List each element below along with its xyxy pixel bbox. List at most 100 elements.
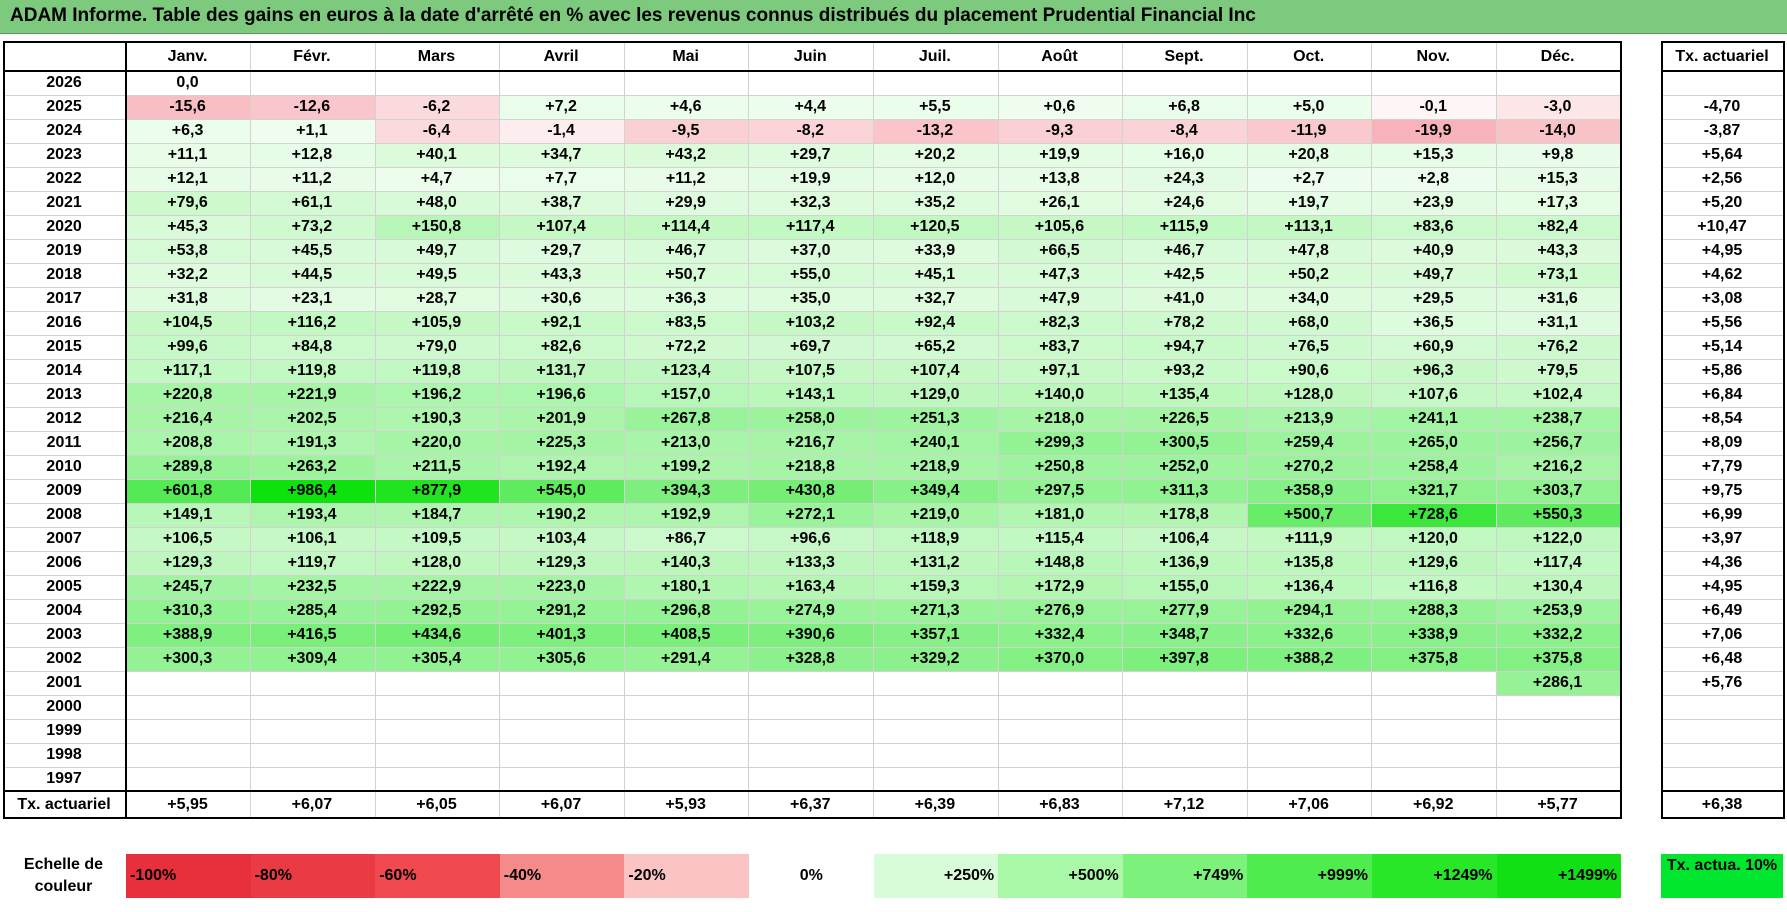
gain-cell: +211,5	[374, 454, 501, 480]
month-header: Nov.	[1371, 41, 1498, 72]
gain-cell	[374, 670, 501, 696]
actuarial-row: +7,79	[1662, 454, 1784, 480]
gain-cell: +20,8	[1246, 142, 1373, 168]
gain-cell: +46,7	[1122, 238, 1248, 264]
table-row: 2025 -15,6 -12,6 -6,2 +7,2 +4,6 +4,4 +5,5 +0,6 +6…	[3, 94, 1622, 120]
actuarial-row: +5,76	[1662, 670, 1784, 696]
gain-cell: +140,3	[623, 550, 750, 576]
color-scale-swatch: -40%	[499, 854, 625, 898]
gain-cell: +61,1	[250, 190, 376, 216]
gain-cell: +103,4	[499, 526, 625, 552]
gain-cell	[1371, 670, 1498, 696]
year-cell: 2014	[3, 358, 127, 384]
month-header: Juin	[748, 41, 875, 72]
month-header: Juil.	[873, 41, 999, 72]
gain-cell: +73,1	[1496, 262, 1622, 288]
title-bar: ADAM Informe. Table des gains en euros à…	[0, 0, 1787, 34]
gain-cell: +128,0	[374, 550, 501, 576]
gain-cell: +115,4	[997, 526, 1124, 552]
gain-cell: +29,5	[1371, 286, 1498, 312]
actuarial-row: +3,97	[1662, 526, 1784, 552]
gain-cell: +11,1	[125, 142, 252, 168]
gain-cell: +82,4	[1496, 214, 1622, 240]
actuarial-footer-value: +6,38	[1662, 790, 1784, 819]
table-row: 2023 +11,1 +12,8 +40,1 +34,7 +43,2 +29,7 +20,2 +…	[3, 142, 1622, 168]
gain-cell: +96,6	[748, 526, 875, 552]
gain-cell: +297,5	[997, 478, 1124, 504]
gain-cell	[1496, 70, 1622, 96]
actuarial-cell	[1662, 718, 1784, 744]
gain-cell	[374, 742, 501, 768]
gain-cell: +49,7	[374, 238, 501, 264]
gain-cell: +49,5	[374, 262, 501, 288]
gain-cell: +292,5	[374, 598, 501, 624]
gain-cell: +13,8	[997, 166, 1124, 192]
month-header: Mai	[623, 41, 750, 72]
gain-cell: +263,2	[250, 454, 376, 480]
gain-cell: +286,1	[1496, 670, 1622, 696]
actuarial-cell: -4,70	[1662, 94, 1784, 120]
gain-cell: +60,9	[1371, 334, 1498, 360]
gain-cell	[748, 70, 875, 96]
gain-cell: +5,5	[873, 94, 999, 120]
gain-cell: +79,6	[125, 190, 252, 216]
gain-cell: +69,7	[748, 334, 875, 360]
table-row: 2019 +53,8 +45,5 +49,7 +29,7 +46,7 +37,0 +33,9 +…	[3, 238, 1622, 264]
actuarial-cell: +5,14	[1662, 334, 1784, 360]
gain-cell: +190,2	[499, 502, 625, 528]
month-header: Avril	[499, 41, 625, 72]
gain-cell: +35,0	[748, 286, 875, 312]
year-cell: 2001	[3, 670, 127, 696]
gain-cell	[997, 742, 1124, 768]
gain-cell: +120,0	[1371, 526, 1498, 552]
gain-cell: +117,4	[1496, 550, 1622, 576]
gain-cell: +31,1	[1496, 310, 1622, 336]
year-cell: 2021	[3, 190, 127, 216]
footer-value: +6,39	[873, 790, 999, 819]
gain-cell: +40,9	[1371, 238, 1498, 264]
footer-value: +7,12	[1122, 790, 1248, 819]
gain-cell	[1122, 70, 1248, 96]
gain-cell	[125, 742, 252, 768]
gain-cell: +6,3	[125, 118, 252, 144]
year-cell: 2025	[3, 94, 127, 120]
year-cell: 2008	[3, 502, 127, 528]
gain-cell: +370,0	[997, 646, 1124, 672]
actuarial-row: +3,08	[1662, 286, 1784, 312]
gain-cell: +348,7	[1122, 622, 1248, 648]
gain-cell	[499, 694, 625, 720]
gain-cell: +155,0	[1122, 574, 1248, 600]
gain-cell: +219,0	[873, 502, 999, 528]
gain-cell	[1246, 70, 1373, 96]
gain-cell: +30,6	[499, 286, 625, 312]
gain-cell: +105,9	[374, 310, 501, 336]
month-header: Févr.	[250, 41, 376, 72]
gain-cell: +277,9	[1122, 598, 1248, 624]
gain-cell: +220,8	[125, 382, 252, 408]
gain-cell	[125, 766, 252, 792]
gain-cell: +34,7	[499, 142, 625, 168]
gain-cell: +550,3	[1496, 502, 1622, 528]
header-row: Janv. Févr. Mars Avril Mai Juin Juil. Août Sept.…	[4, 41, 1622, 72]
gain-cell: +338,9	[1371, 622, 1498, 648]
actuarial-cell	[1662, 694, 1784, 720]
gain-cell: -9,3	[997, 118, 1124, 144]
gain-cell	[499, 718, 625, 744]
gain-cell: +135,4	[1122, 382, 1248, 408]
gain-cell: +24,3	[1122, 166, 1248, 192]
gain-cell: +218,8	[748, 454, 875, 480]
actuarial-row: +4,36	[1662, 550, 1784, 576]
gain-cell	[873, 742, 999, 768]
actuarial-row: +4,95	[1662, 238, 1784, 264]
gain-cell: +159,3	[873, 574, 999, 600]
gain-cell	[623, 670, 750, 696]
gain-cell: +271,3	[873, 598, 999, 624]
gain-cell: +4,4	[748, 94, 875, 120]
gain-cell: +245,7	[125, 574, 252, 600]
gain-cell	[873, 70, 999, 96]
gain-cell: +119,7	[250, 550, 376, 576]
gain-cell	[499, 766, 625, 792]
gain-cell	[499, 742, 625, 768]
gain-cell: +17,3	[1496, 190, 1622, 216]
year-cell: 2003	[3, 622, 127, 648]
